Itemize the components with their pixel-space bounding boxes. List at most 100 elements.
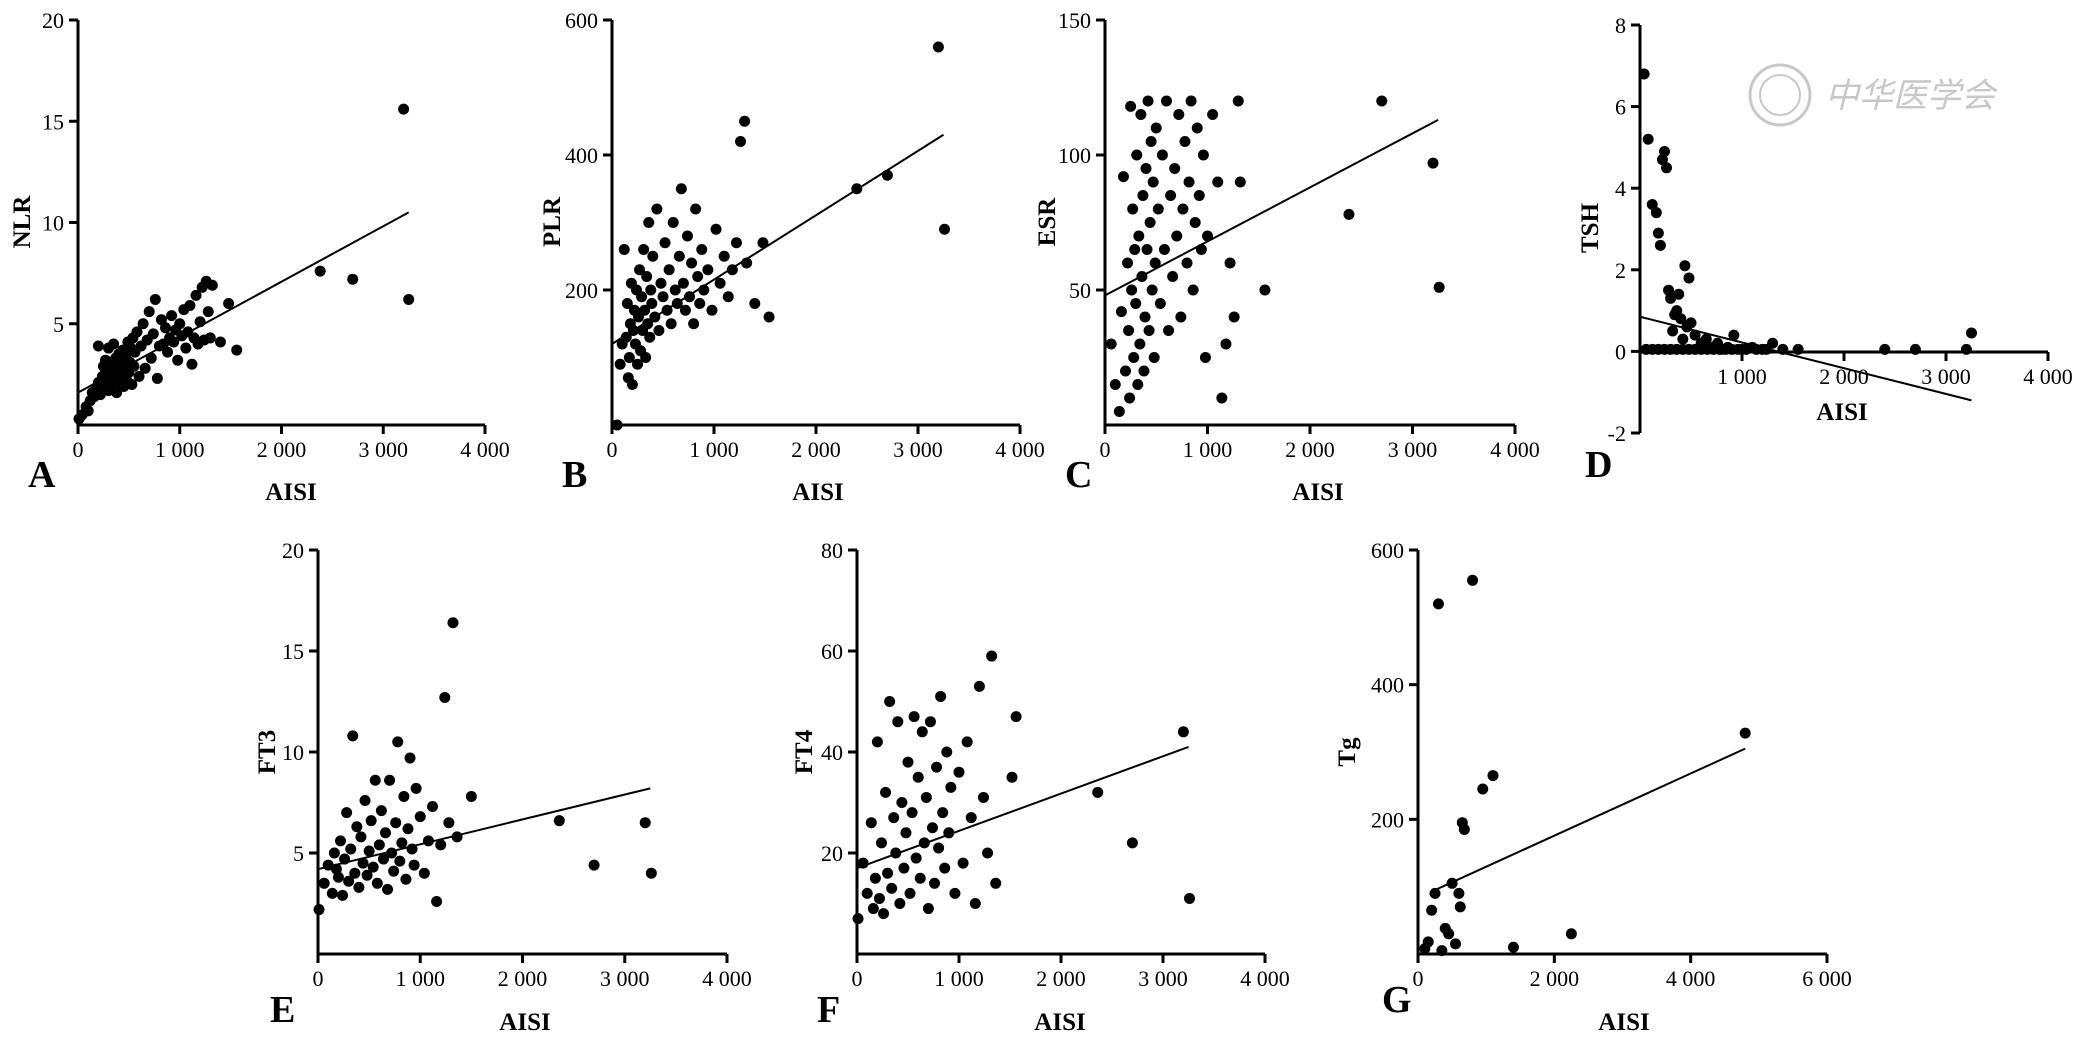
data-point — [611, 419, 623, 431]
data-point — [166, 310, 178, 322]
data-point — [914, 872, 926, 884]
data-point — [1565, 928, 1577, 940]
data-point — [223, 298, 235, 309]
data-point — [359, 794, 371, 806]
y-tick-label: 15 — [42, 109, 64, 134]
data-point — [943, 827, 955, 839]
chart-panel-g: 0 2 000 4 000 6 000 200 400 600 AISI Tg G — [1334, 538, 1852, 1036]
data-point — [1177, 203, 1189, 215]
data-point — [328, 847, 340, 859]
data-point — [422, 835, 434, 847]
data-point — [626, 379, 638, 390]
data-point — [937, 807, 949, 819]
data-point — [382, 883, 394, 895]
y-tick-label: 400 — [565, 143, 598, 168]
data-point — [663, 264, 675, 276]
data-point — [1126, 284, 1138, 296]
data-point — [902, 756, 914, 768]
data-point — [379, 827, 391, 839]
data-point — [982, 847, 994, 859]
data-point — [961, 736, 973, 748]
data-point — [431, 895, 443, 907]
x-axis-title: AISI — [265, 479, 316, 506]
data-point — [647, 250, 659, 262]
data-point — [365, 815, 377, 827]
data-point — [643, 217, 655, 228]
data-point — [1376, 95, 1388, 107]
data-point — [392, 736, 404, 748]
data-point — [932, 41, 944, 53]
data-point — [1167, 271, 1179, 282]
data-point — [714, 277, 726, 289]
data-point — [1134, 338, 1146, 350]
data-point — [865, 817, 877, 829]
data-point — [1202, 230, 1213, 242]
data-point — [1677, 333, 1689, 345]
data-point — [1212, 176, 1224, 188]
data-point — [623, 352, 635, 363]
y-tick-label: 80 — [821, 538, 843, 563]
data-point — [1207, 109, 1219, 120]
data-point — [640, 352, 652, 363]
regression-line — [1104, 119, 1439, 297]
data-point — [1183, 176, 1195, 188]
data-point — [1671, 305, 1683, 317]
data-point — [174, 318, 186, 330]
data-point — [886, 882, 898, 894]
data-point — [1184, 892, 1196, 904]
data-point — [1113, 406, 1125, 417]
data-point — [1193, 190, 1205, 201]
data-point — [1161, 95, 1172, 107]
data-point — [884, 696, 896, 707]
chart-panel-c: 0 1 000 2 000 3 000 4 000 50 100 150 AISI ESR C — [1034, 8, 1540, 506]
x-tick-label: 0 — [313, 966, 324, 991]
data-point — [361, 869, 373, 881]
data-point — [1149, 257, 1161, 269]
data-point — [1156, 149, 1168, 161]
data-point — [160, 322, 172, 334]
data-point — [722, 291, 734, 303]
data-point — [1487, 770, 1499, 782]
data-point — [881, 169, 893, 181]
data-point — [908, 711, 920, 723]
data-point — [1147, 176, 1159, 188]
data-point — [1739, 727, 1751, 739]
data-point — [1650, 207, 1662, 219]
data-point — [1141, 244, 1153, 255]
x-tick-label: 0 — [852, 966, 863, 991]
y-axis-title: ESR — [1034, 197, 1061, 247]
x-tick-label: 0 — [1100, 437, 1111, 462]
data-point — [1165, 190, 1177, 201]
data-point — [345, 843, 357, 855]
data-point — [318, 877, 330, 889]
y-tick-label: 0 — [1615, 339, 1626, 364]
data-point — [1152, 203, 1164, 215]
data-point — [1679, 260, 1691, 272]
data-point — [1191, 122, 1203, 134]
data-point — [1105, 338, 1117, 350]
data-point — [1477, 783, 1489, 795]
data-point — [939, 223, 951, 235]
data-point — [741, 257, 753, 269]
data-point — [910, 852, 922, 864]
data-point — [1220, 338, 1232, 350]
data-point — [332, 871, 344, 883]
data-point — [390, 817, 402, 829]
data-point — [912, 771, 924, 783]
data-point — [977, 791, 989, 803]
data-point — [351, 821, 363, 833]
data-point — [162, 346, 174, 358]
data-point — [639, 304, 651, 316]
x-tick-label: 4 000 — [1240, 966, 1290, 991]
data-point — [1010, 711, 1022, 723]
data-point — [313, 904, 325, 916]
y-tick-label: 5 — [293, 841, 304, 866]
data-point — [873, 892, 885, 904]
data-point — [918, 837, 930, 849]
data-point — [900, 827, 912, 839]
y-axis-title: Tg — [1334, 737, 1361, 767]
data-point — [1143, 325, 1155, 336]
data-point — [1429, 887, 1441, 899]
data-point — [1138, 365, 1150, 377]
data-point — [1139, 311, 1151, 323]
